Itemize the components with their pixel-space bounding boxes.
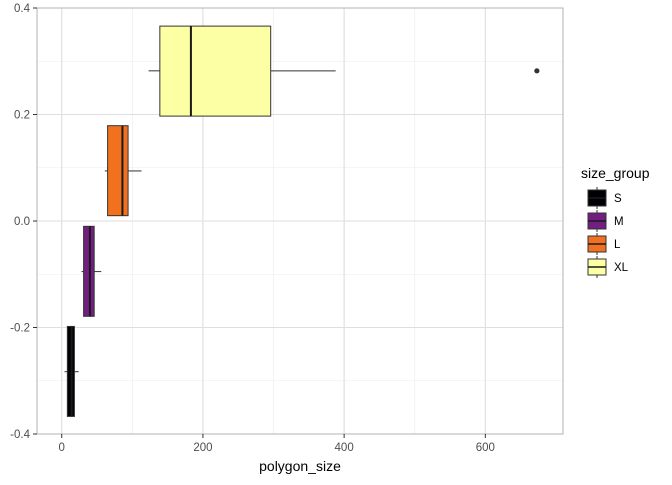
box-body — [83, 225, 95, 317]
legend-label: L — [614, 239, 621, 251]
y-tick-label: 0.0 — [14, 216, 30, 228]
x-tick-label: 400 — [335, 442, 354, 454]
legend-item-XL: XL — [586, 256, 629, 278]
legend-title: size_group — [581, 165, 650, 181]
x-axis-title: polygon_size — [259, 458, 341, 474]
legend-item-S: S — [586, 187, 622, 209]
boxes — [64, 25, 540, 417]
x-tick-label: 0 — [59, 442, 65, 454]
box-M — [81, 225, 102, 317]
axes: 0 200 400 600 -0.4 -0.2 0.0 0.2 0.4 — [10, 3, 495, 454]
y-tick-label: -0.2 — [10, 323, 30, 335]
box-L — [104, 125, 142, 217]
legend-label: M — [614, 216, 624, 228]
y-tick-label: 0.4 — [14, 3, 31, 15]
outlier-point — [534, 68, 540, 74]
legend: size_group SML XL — [581, 165, 650, 278]
x-tick-label: 200 — [193, 442, 212, 454]
legend-label: XL — [614, 262, 629, 274]
legend-label: S — [614, 193, 622, 205]
box-body — [159, 25, 272, 117]
box-body — [107, 125, 129, 217]
box-S — [64, 325, 79, 417]
x-tick-label: 600 — [476, 442, 495, 454]
y-tick-label: 0.2 — [14, 110, 30, 122]
box-XL — [148, 25, 540, 117]
y-tick-label: -0.4 — [10, 429, 30, 441]
legend-item-L: L — [586, 233, 621, 255]
legend-item-M: M — [586, 210, 624, 232]
